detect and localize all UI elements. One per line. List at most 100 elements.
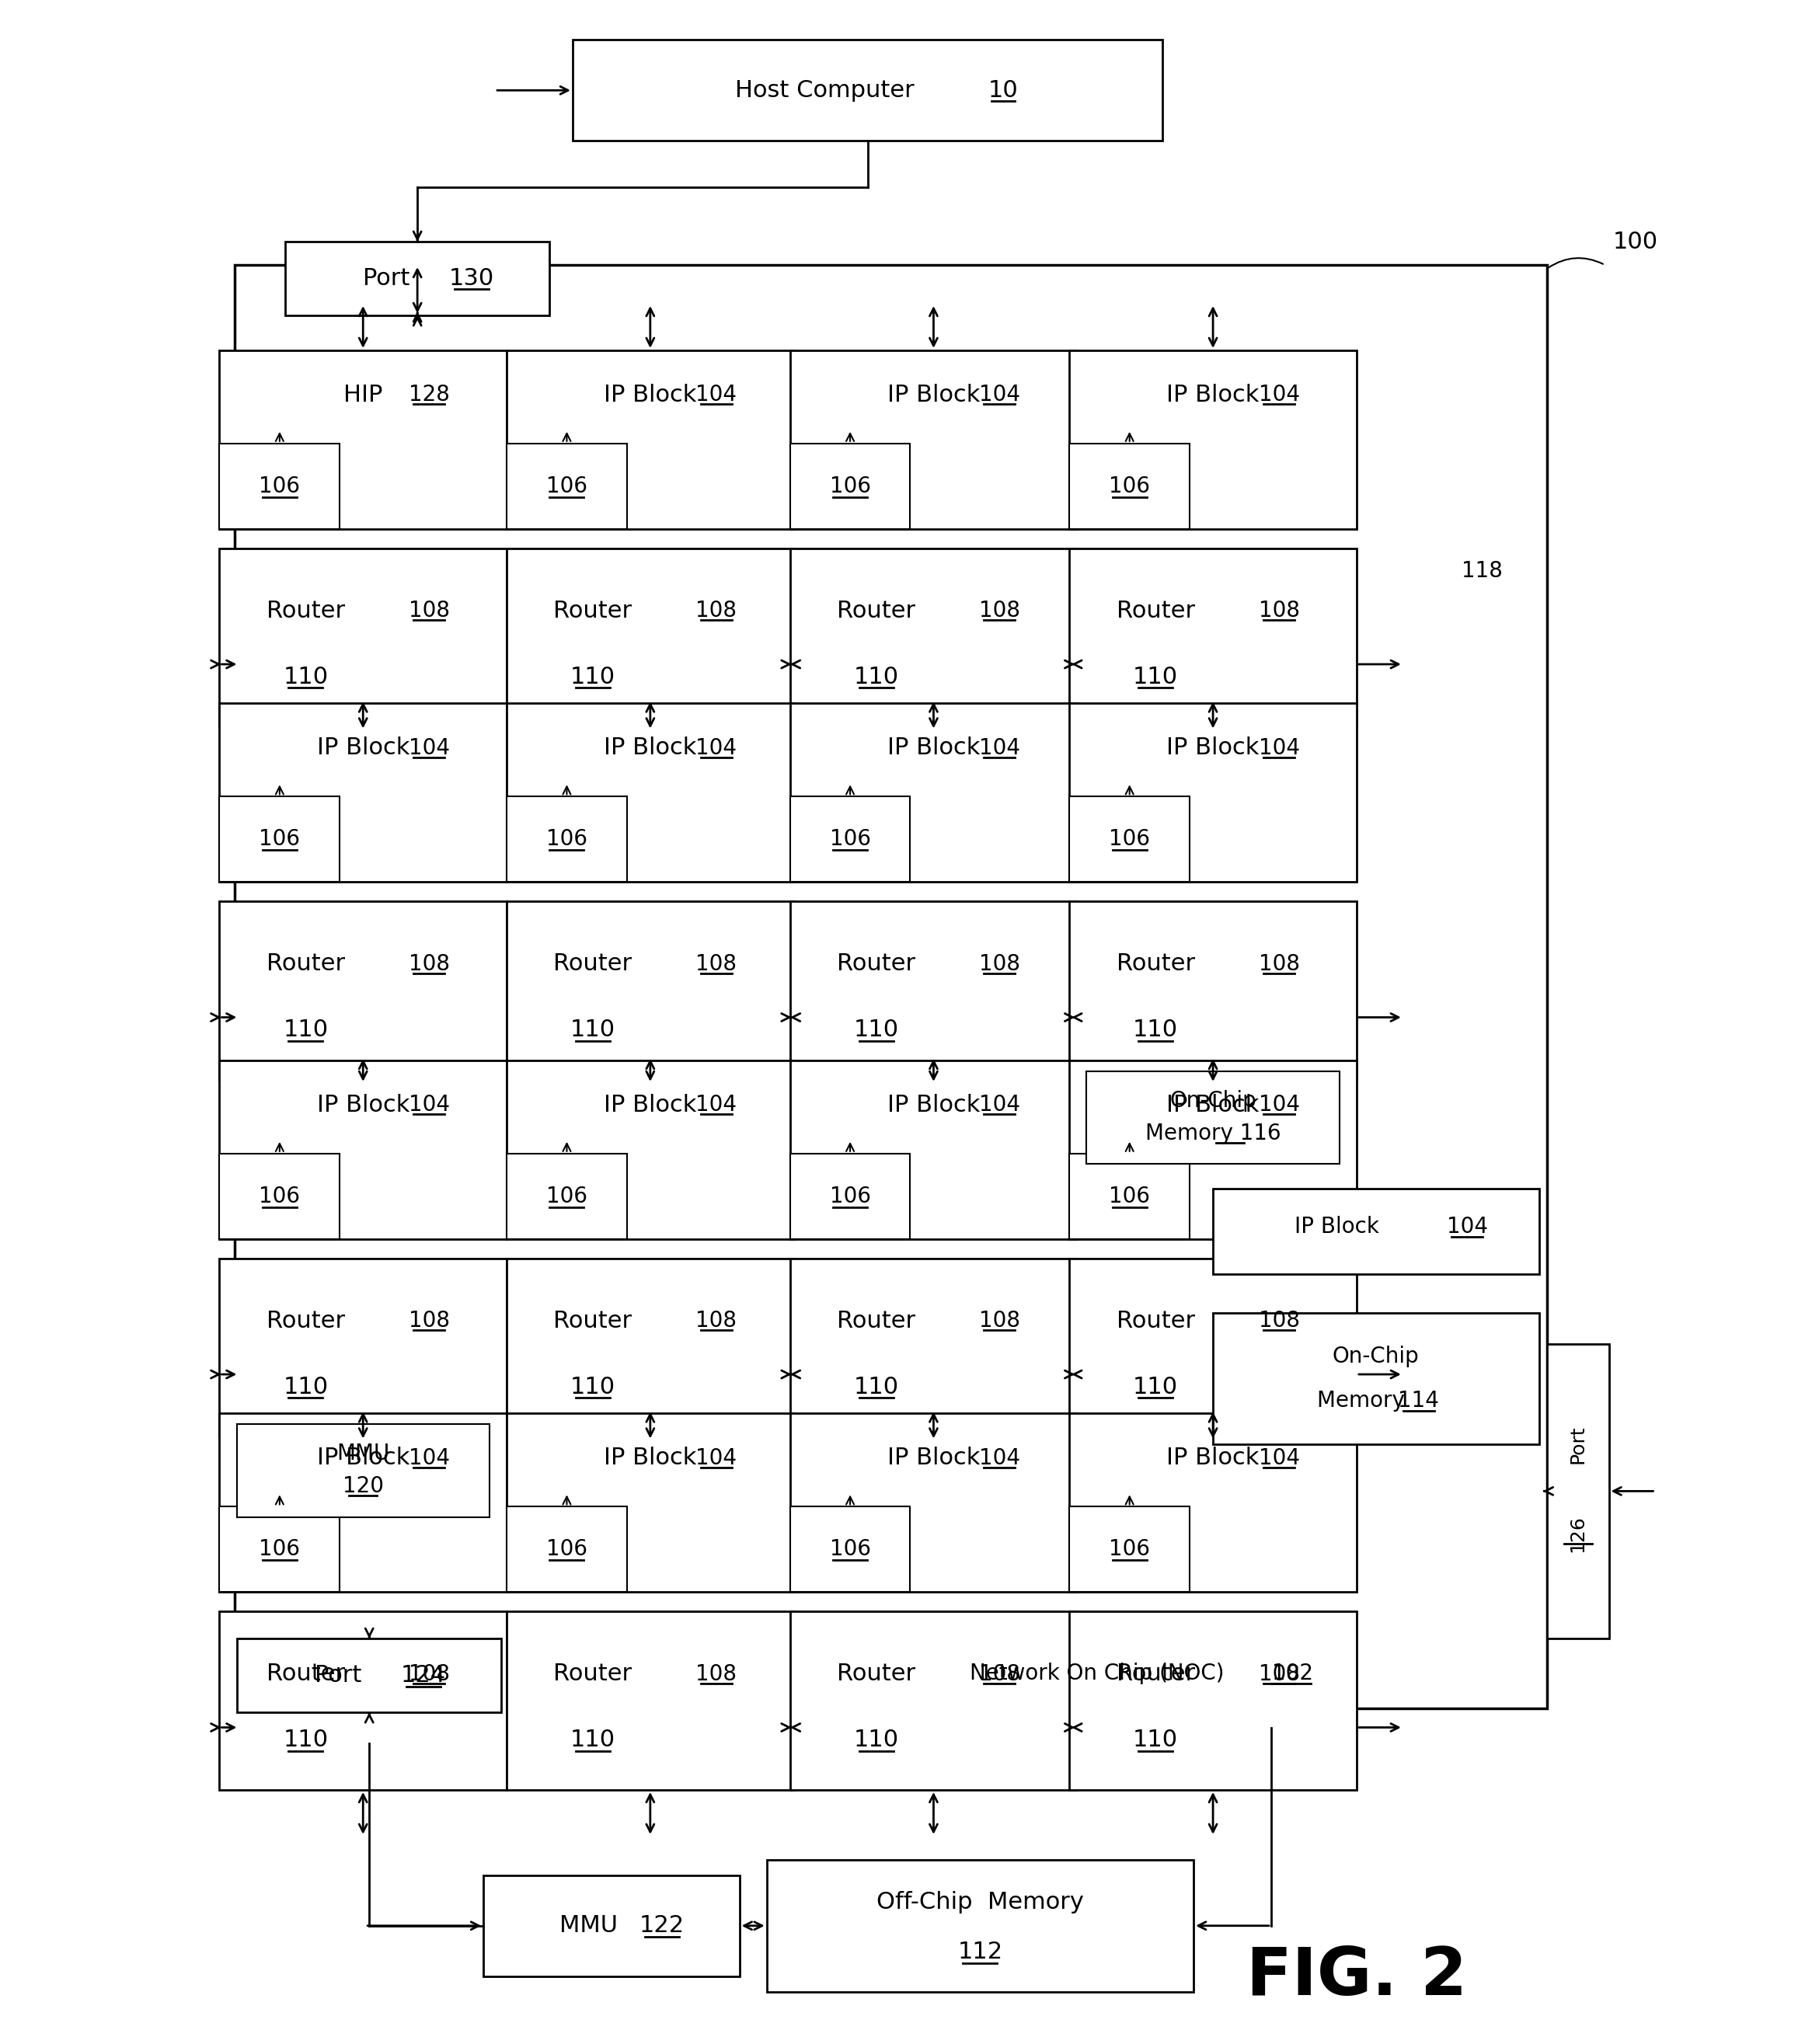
Bar <box>220 548 507 728</box>
Bar <box>791 1061 1078 1239</box>
Text: On-Chip: On-Chip <box>1332 1345 1419 1367</box>
Text: 104: 104 <box>408 738 449 758</box>
Text: MMU: MMU <box>336 1443 390 1466</box>
Bar <box>1213 1188 1540 1273</box>
Text: IP Block: IP Block <box>605 1094 697 1116</box>
Text: 108: 108 <box>1258 1664 1300 1684</box>
Text: IP Block: IP Block <box>316 1094 410 1116</box>
Text: 110: 110 <box>1134 666 1179 689</box>
Text: Router: Router <box>267 599 345 621</box>
Text: IP Block: IP Block <box>1166 1094 1260 1116</box>
Text: Router: Router <box>267 1310 345 1333</box>
Text: IP Block: IP Block <box>1166 1447 1260 1470</box>
Text: 118: 118 <box>1462 560 1502 583</box>
Text: 106: 106 <box>258 828 300 850</box>
Bar <box>507 901 794 1079</box>
Text: MMU: MMU <box>560 1915 625 1938</box>
Bar <box>220 703 507 881</box>
Text: 110: 110 <box>1134 1376 1179 1398</box>
Text: 124: 124 <box>401 1664 446 1686</box>
Text: 110: 110 <box>854 1018 899 1040</box>
Bar <box>1069 1153 1189 1239</box>
Text: 104: 104 <box>695 738 736 758</box>
Text: 104: 104 <box>408 1094 449 1116</box>
Text: 106: 106 <box>547 1539 587 1560</box>
Text: 106: 106 <box>1108 828 1150 850</box>
FancyArrowPatch shape <box>1399 587 1451 662</box>
Text: 114: 114 <box>1399 1390 1439 1412</box>
Text: 106: 106 <box>547 476 587 497</box>
Text: 126: 126 <box>1569 1515 1587 1551</box>
Text: 110: 110 <box>854 1729 899 1752</box>
Text: 108: 108 <box>695 599 736 621</box>
Text: IP Block: IP Block <box>888 736 980 758</box>
Text: 108: 108 <box>1258 599 1300 621</box>
Bar <box>791 797 910 881</box>
Text: IP Block: IP Block <box>1294 1216 1379 1239</box>
Bar <box>507 1061 794 1239</box>
Text: 106: 106 <box>258 1539 300 1560</box>
Text: Port: Port <box>314 1664 370 1686</box>
Bar <box>1547 1343 1608 1639</box>
Text: IP Block: IP Block <box>888 384 980 407</box>
Text: Router: Router <box>1115 1662 1195 1684</box>
Bar <box>1069 797 1189 881</box>
Bar <box>507 797 626 881</box>
Bar <box>1069 350 1357 529</box>
Bar <box>507 1611 794 1791</box>
Text: FIG. 2: FIG. 2 <box>1245 1944 1467 2009</box>
Bar <box>220 1153 339 1239</box>
Text: 104: 104 <box>978 1447 1020 1470</box>
Text: 110: 110 <box>283 1018 329 1040</box>
Text: Router: Router <box>554 1662 632 1684</box>
Text: Router: Router <box>1115 953 1195 975</box>
Text: 106: 106 <box>830 476 870 497</box>
Text: 110: 110 <box>854 1376 899 1398</box>
Text: IP Block: IP Block <box>605 1447 697 1470</box>
Text: 108: 108 <box>408 1310 449 1331</box>
Text: 108: 108 <box>1258 1310 1300 1331</box>
Text: 110: 110 <box>570 666 616 689</box>
Bar <box>220 1061 507 1239</box>
Text: 106: 106 <box>1108 476 1150 497</box>
Text: 106: 106 <box>830 1539 870 1560</box>
Bar <box>1069 703 1357 881</box>
Text: IP Block: IP Block <box>888 1447 980 1470</box>
Text: IP Block: IP Block <box>605 736 697 758</box>
Bar <box>791 350 1078 529</box>
Bar <box>1069 1259 1357 1437</box>
Bar <box>1087 1071 1339 1163</box>
Text: 108: 108 <box>1258 953 1300 975</box>
Text: 106: 106 <box>258 476 300 497</box>
Bar <box>1069 901 1357 1079</box>
Bar <box>220 444 339 529</box>
Text: 104: 104 <box>1258 384 1300 407</box>
Text: 108: 108 <box>978 599 1020 621</box>
Text: 108: 108 <box>408 1664 449 1684</box>
Text: IP Block: IP Block <box>1166 384 1260 407</box>
Bar <box>1069 1611 1357 1791</box>
Text: 130: 130 <box>449 268 495 290</box>
Text: 104: 104 <box>978 738 1020 758</box>
Bar <box>220 1611 507 1791</box>
Bar <box>1069 444 1189 529</box>
Text: 108: 108 <box>408 953 449 975</box>
Bar <box>507 703 794 881</box>
Text: 104: 104 <box>695 1447 736 1470</box>
Text: 108: 108 <box>978 1664 1020 1684</box>
Text: Router: Router <box>554 1310 632 1333</box>
Bar <box>791 1259 1078 1437</box>
Text: 110: 110 <box>854 666 899 689</box>
Bar <box>1069 548 1357 728</box>
Bar <box>220 1259 507 1437</box>
Bar <box>791 1414 1078 1592</box>
Text: IP Block: IP Block <box>316 1447 410 1470</box>
Bar <box>791 548 1078 728</box>
Text: 108: 108 <box>695 1664 736 1684</box>
Text: IP Block: IP Block <box>1166 736 1260 758</box>
Bar <box>791 901 1078 1079</box>
Text: Network On Chip (NOC): Network On Chip (NOC) <box>969 1662 1231 1684</box>
Text: IP Block: IP Block <box>605 384 697 407</box>
Text: Router: Router <box>1115 1310 1195 1333</box>
Text: 106: 106 <box>1108 1539 1150 1560</box>
